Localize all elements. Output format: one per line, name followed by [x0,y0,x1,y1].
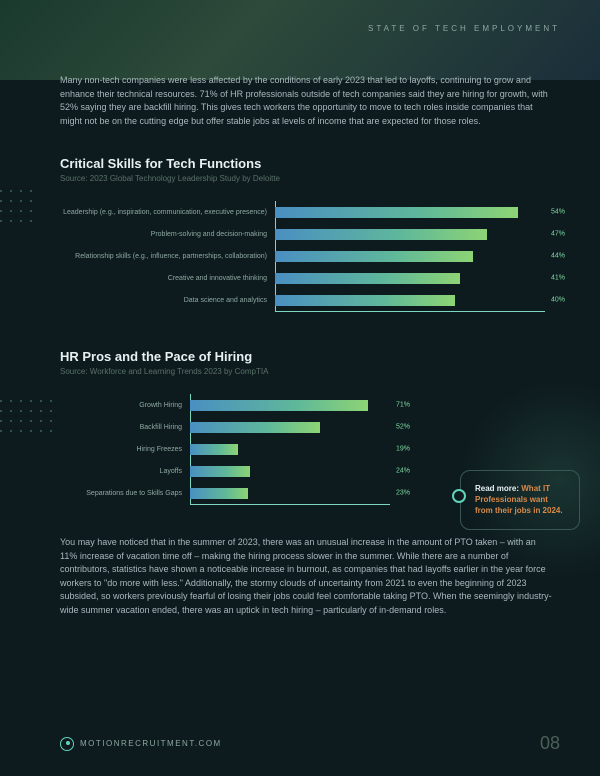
intro-paragraph: Many non-tech companies were less affect… [60,74,552,128]
footer-brand[interactable]: MOTIONRECRUITMENT.COM [60,737,222,751]
bar-label: Leadership (e.g., inspiration, communica… [60,209,275,216]
bar-row: Leadership (e.g., inspiration, communica… [60,201,552,223]
bar-label: Problem-solving and decision-making [60,231,275,238]
bar-label: Hiring Freezes [60,446,190,453]
chart1-title: Critical Skills for Tech Functions [60,156,552,171]
bar-label: Growth Hiring [60,402,190,409]
bar: 71% [190,400,368,411]
bar-row: Backfill Hiring52% [60,416,552,438]
bar-value: 41% [551,275,565,282]
bar-value: 71% [396,402,410,409]
bar: 19% [190,444,238,455]
bar: 44% [275,251,473,262]
bar-label: Separations due to Skills Gaps [60,490,190,497]
bar-row: Hiring Freezes19% [60,438,552,460]
bar-value: 19% [396,446,410,453]
bar-label: Data science and analytics [60,297,275,304]
bar-value: 24% [396,468,410,475]
bar-value: 47% [551,231,565,238]
bar-label: Backfill Hiring [60,424,190,431]
bar-row: Problem-solving and decision-making47% [60,223,552,245]
bar-value: 23% [396,490,410,497]
bar-value: 54% [551,209,565,216]
bar: 52% [190,422,320,433]
bar-row: Layoffs24% [60,460,552,482]
bar: 47% [275,229,487,240]
bar-value: 52% [396,424,410,431]
bar-row: Data science and analytics40% [60,289,552,311]
bar: 40% [275,295,455,306]
footer-logo-icon [60,737,74,751]
bar-row: Separations due to Skills Gaps23% [60,482,552,504]
footer-url: MOTIONRECRUITMENT.COM [80,739,222,748]
bar: 23% [190,488,248,499]
bar-label: Layoffs [60,468,190,475]
chart2-source: Source: Workforce and Learning Trends 20… [60,367,552,376]
bar-label: Creative and innovative thinking [60,275,275,282]
chart1-source: Source: 2023 Global Technology Leadershi… [60,174,552,183]
chart-x-axis [275,311,545,312]
bar: 54% [275,207,518,218]
bar-row: Creative and innovative thinking41% [60,267,552,289]
bar-label: Relationship skills (e.g., influence, pa… [60,253,275,260]
page-number: 08 [540,733,560,754]
chart2-area: Growth Hiring71%Backfill Hiring52%Hiring… [60,394,552,506]
chart-x-axis [190,504,390,505]
bar: 41% [275,273,460,284]
footer: MOTIONRECRUITMENT.COM 08 [60,733,560,754]
body-paragraph-2: You may have noticed that in the summer … [60,536,552,617]
bar-row: Relationship skills (e.g., influence, pa… [60,245,552,267]
chart1-area: Leadership (e.g., inspiration, communica… [60,201,552,313]
chart2-title: HR Pros and the Pace of Hiring [60,349,552,364]
page-content: Many non-tech companies were less affect… [0,0,600,617]
bar-row: Growth Hiring71% [60,394,552,416]
bar-value: 40% [551,297,565,304]
bar-value: 44% [551,253,565,260]
bar: 24% [190,466,250,477]
